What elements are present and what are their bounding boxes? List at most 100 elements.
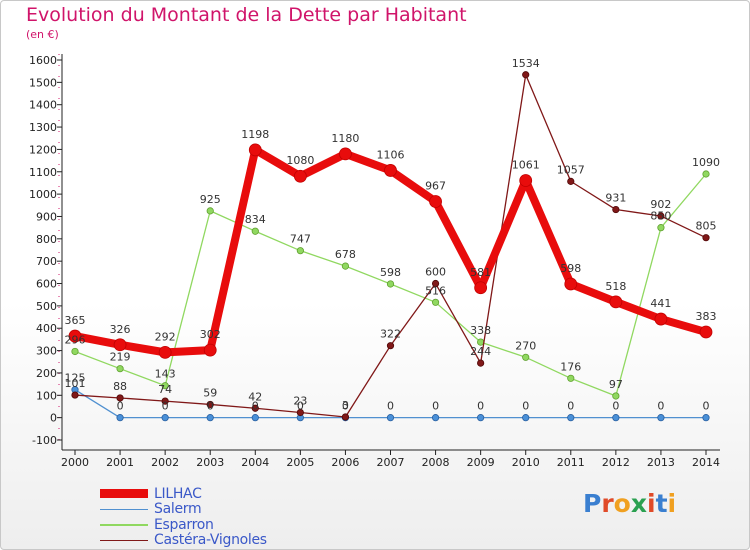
data-point-lilhac	[699, 325, 713, 339]
x-tick-label: 2005	[286, 456, 314, 469]
data-point-esparron	[116, 365, 124, 373]
data-label-esparron: 678	[335, 248, 356, 261]
data-label-cast-ra-vignoles: 23	[293, 395, 307, 408]
y-tick-label: 700	[36, 255, 57, 268]
data-point-lilhac	[293, 169, 307, 183]
data-point-salerm	[522, 414, 530, 422]
data-point-salerm	[386, 414, 395, 422]
x-tick-label: 2000	[61, 456, 89, 469]
data-point-lilhac	[429, 195, 442, 208]
data-label-cast-ra-vignoles: 902	[650, 198, 671, 211]
x-tick-label: 2009	[467, 456, 495, 469]
x-tick-label: 2012	[602, 456, 630, 469]
data-point-lilhac	[68, 329, 82, 343]
data-point-lilhac	[248, 143, 262, 157]
y-tick-label: 1000	[29, 188, 57, 201]
data-point-esparron	[702, 170, 710, 178]
data-point-salerm	[702, 414, 710, 422]
legend-swatch	[100, 539, 148, 541]
data-label-esparron: 598	[380, 266, 401, 279]
data-point-lilhac	[564, 277, 578, 291]
series-line-lilhac	[74, 145, 708, 357]
data-point-esparron	[612, 392, 620, 400]
data-point-esparron	[386, 280, 395, 288]
data-point-esparron	[431, 298, 440, 306]
data-point-esparron	[161, 382, 169, 390]
x-tick-label: 2007	[377, 456, 405, 469]
proxiti-logo: Proxiti	[583, 489, 676, 518]
x-tick-label: 2002	[151, 456, 179, 469]
data-label-salerm: 0	[162, 400, 169, 413]
data-label-esparron: 925	[200, 193, 221, 206]
data-point-cast-ra-vignoles	[657, 212, 665, 220]
y-tick-label: 1100	[29, 166, 57, 179]
y-tick-label: 500	[36, 300, 57, 313]
legend-swatch	[100, 524, 148, 526]
data-label-esparron: 516	[425, 284, 446, 297]
data-label-lilhac: 1106	[377, 148, 405, 161]
data-label-lilhac: 581	[470, 266, 491, 279]
data-label-salerm: 0	[612, 400, 619, 413]
data-label-lilhac: 302	[200, 328, 221, 341]
data-point-lilhac	[203, 343, 217, 357]
data-point-lilhac	[384, 164, 397, 177]
data-label-esparron: 143	[155, 368, 176, 381]
data-label-salerm: 0	[117, 400, 124, 413]
data-point-cast-ra-vignoles	[341, 413, 350, 421]
data-label-cast-ra-vignoles: 244	[470, 345, 491, 358]
logo-letter: i	[647, 489, 656, 518]
logo-letter: x	[630, 489, 647, 518]
x-tick-label: 2014	[692, 456, 720, 469]
data-label-cast-ra-vignoles: 1057	[557, 163, 585, 176]
data-point-esparron	[251, 227, 259, 235]
data-point-cast-ra-vignoles	[206, 400, 214, 409]
y-tick-label: 800	[36, 233, 57, 246]
x-tick-label: 2013	[647, 456, 675, 469]
y-tick-label: 400	[36, 322, 57, 335]
data-label-esparron: 296	[65, 333, 86, 346]
data-label-lilhac: 441	[650, 297, 671, 310]
data-point-lilhac	[654, 312, 668, 326]
data-point-lilhac	[519, 174, 533, 187]
data-label-salerm: 0	[522, 400, 529, 413]
logo-letter: o	[613, 489, 631, 518]
data-point-salerm	[567, 414, 575, 422]
legend-label: Esparron	[154, 516, 214, 533]
data-label-lilhac: 365	[65, 314, 86, 327]
data-point-salerm	[657, 414, 665, 422]
data-label-cast-ra-vignoles: 42	[248, 390, 262, 403]
data-point-salerm	[477, 414, 485, 422]
data-label-cast-ra-vignoles: 59	[203, 386, 217, 399]
data-label-lilhac: 326	[110, 323, 131, 336]
logo-letter: P	[583, 489, 602, 518]
data-label-salerm: 0	[342, 400, 349, 413]
data-point-salerm	[116, 414, 124, 422]
y-tick-label: 600	[36, 278, 57, 291]
y-tick-label: 1200	[29, 143, 57, 156]
data-point-lilhac	[158, 345, 172, 359]
data-point-lilhac	[474, 281, 488, 295]
data-point-cast-ra-vignoles	[386, 342, 395, 350]
x-tick-label: 2001	[106, 456, 134, 469]
data-label-lilhac: 598	[560, 262, 581, 275]
data-label-salerm: 0	[477, 400, 484, 413]
x-tick-label: 2011	[557, 456, 585, 469]
legend-item: Castéra-Vignoles	[100, 532, 267, 548]
data-label-lilhac: 967	[425, 179, 446, 192]
data-label-lilhac: 383	[696, 310, 717, 323]
data-label-cast-ra-vignoles: 1534	[512, 57, 540, 70]
data-label-esparron: 747	[290, 233, 311, 246]
data-label-esparron: 97	[609, 378, 623, 391]
data-point-cast-ra-vignoles	[71, 391, 79, 399]
data-label-esparron: 176	[560, 360, 581, 373]
y-tick-label: 1400	[29, 99, 57, 112]
chart-subtitle: (en €)	[26, 28, 59, 41]
x-tick-label: 2006	[331, 456, 359, 469]
data-label-cast-ra-vignoles: 74	[158, 383, 172, 396]
data-point-cast-ra-vignoles	[161, 397, 169, 405]
data-point-esparron	[71, 347, 79, 356]
x-tick-label: 2004	[241, 456, 269, 469]
legend-item: LILHAC	[100, 486, 267, 502]
chart-title: Evolution du Montant de la Dette par Hab…	[26, 4, 467, 26]
